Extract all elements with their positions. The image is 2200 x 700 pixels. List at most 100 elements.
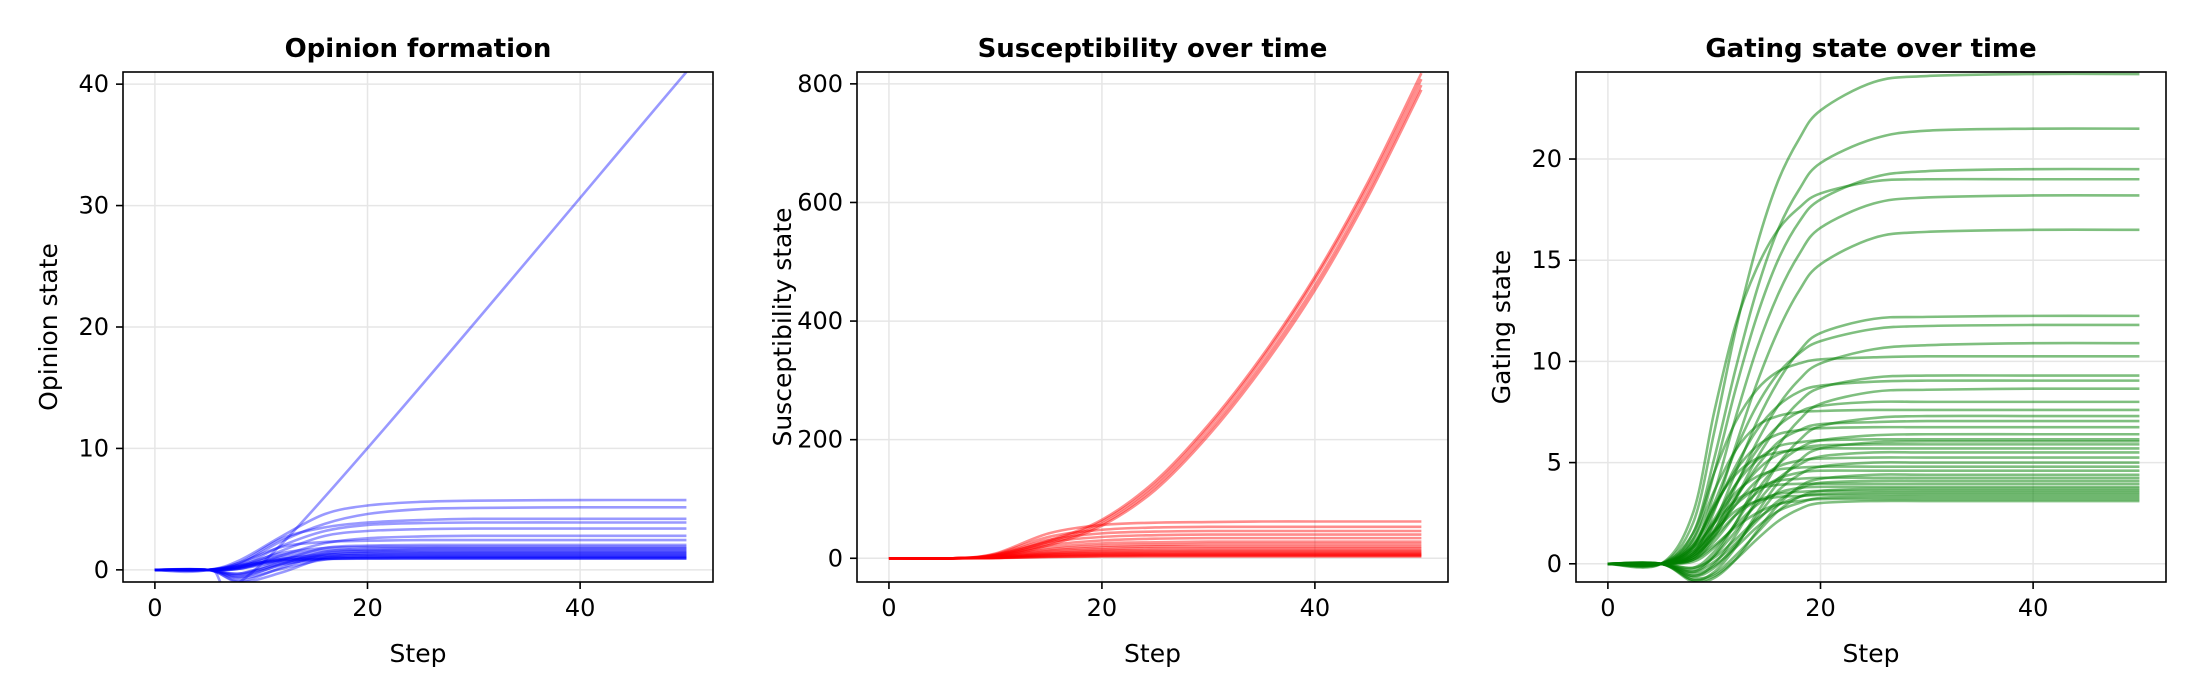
- series-line-30: [1607, 476, 2140, 566]
- series-line-17: [888, 551, 1422, 560]
- x-tick-label: 20: [1805, 594, 1836, 622]
- series-line-5: [888, 520, 1422, 560]
- series-line-37: [1607, 493, 2140, 566]
- series-line-1: [154, 72, 688, 582]
- y-tick-label: 400: [797, 307, 843, 335]
- plot-frame: [1575, 71, 2167, 583]
- y-tick-label: 800: [797, 70, 843, 98]
- series-line-4: [154, 517, 687, 572]
- series-line-7: [154, 534, 687, 572]
- series-line-21: [154, 556, 687, 580]
- series-line-26: [1607, 461, 2140, 578]
- panel-title: Susceptibility over time: [978, 34, 1328, 64]
- series-line-5: [154, 521, 687, 572]
- y-tick-label: 30: [78, 192, 109, 220]
- series-group: [154, 72, 688, 582]
- series-line-23: [154, 557, 687, 575]
- series-line-20: [154, 555, 687, 572]
- panel-title: Gating state over time: [1705, 34, 2036, 64]
- x-tick-label: 0: [881, 594, 896, 622]
- series-line-13: [888, 546, 1422, 560]
- series-line-17: [154, 552, 687, 582]
- series-line-15: [888, 549, 1422, 560]
- series-line-22: [888, 555, 1422, 560]
- series-line-13: [154, 549, 687, 582]
- y-tick-label: 200: [797, 426, 843, 454]
- series-line-38: [1607, 495, 2140, 576]
- series-line-14: [154, 550, 687, 572]
- x-tick-label: 20: [352, 594, 383, 622]
- series-line-15: [154, 551, 687, 577]
- series-line-27: [1607, 465, 2140, 567]
- series-line-1: [888, 72, 1423, 560]
- series-line-4: [888, 89, 1423, 560]
- y-tick-label: 0: [828, 544, 843, 572]
- panel-3: 0 20 40 0 5 10 15 20 Gating state over time Step G…: [1487, 34, 2167, 668]
- y-tick-label: 15: [1531, 246, 1562, 274]
- series-line-10: [888, 540, 1422, 560]
- x-tick-label: 0: [147, 594, 162, 622]
- series-line-3: [154, 505, 687, 572]
- series-line-12: [888, 545, 1422, 560]
- x-tick-label: 20: [1087, 594, 1118, 622]
- series-line-14: [888, 548, 1422, 560]
- series-line-18: [888, 552, 1422, 560]
- y-tick-label: 10: [1531, 347, 1562, 375]
- series-line-7: [888, 529, 1422, 560]
- y-tick-label: 600: [797, 188, 843, 216]
- x-tick-label: 40: [565, 594, 596, 622]
- series-line-19: [888, 553, 1422, 560]
- y-axis-label: Susceptibility state: [768, 207, 797, 446]
- series-line-6: [1607, 228, 2140, 566]
- series-line-4: [1607, 177, 2140, 569]
- y-tick-label: 5: [1547, 449, 1562, 477]
- panel-title: Opinion formation: [285, 34, 552, 64]
- series-line-15: [1607, 408, 2140, 567]
- series-line-3: [888, 84, 1423, 560]
- series-line-24: [1607, 450, 2140, 572]
- series-line-11: [888, 542, 1422, 560]
- series-line-34: [1607, 487, 2140, 580]
- x-axis-label: Step: [1124, 639, 1181, 668]
- series-line-12: [154, 547, 687, 572]
- y-tick-label: 20: [1531, 145, 1562, 173]
- x-tick-label: 0: [1600, 594, 1615, 622]
- y-axis-label: Opinion state: [34, 243, 63, 411]
- series-line-25: [1607, 456, 2140, 566]
- y-tick-label: 0: [1547, 550, 1562, 578]
- series-line-2: [888, 78, 1423, 560]
- series-line-19: [154, 554, 687, 578]
- series-line-1: [1607, 72, 2140, 569]
- series-group: [1607, 72, 2140, 582]
- series-line-11: [154, 546, 687, 579]
- series-line-6: [888, 525, 1422, 560]
- series-line-18: [1607, 425, 2140, 567]
- series-line-18: [154, 553, 687, 572]
- x-tick-label: 40: [1300, 594, 1331, 622]
- series-line-21: [888, 554, 1422, 560]
- series-line-20: [888, 553, 1422, 560]
- x-tick-label: 40: [2018, 594, 2049, 622]
- y-axis-label: Gating state: [1487, 250, 1516, 404]
- y-tick-label: 0: [94, 556, 109, 584]
- series-line-9: [154, 543, 687, 576]
- series-line-39: [1607, 497, 2140, 566]
- series-line-16: [888, 551, 1422, 560]
- series-line-16: [154, 552, 687, 572]
- series-line-22: [154, 556, 687, 572]
- x-axis-label: Step: [390, 639, 447, 668]
- series-line-8: [154, 538, 687, 572]
- panel-1: 0 20 40 0 10 20 30 40 Opinion formation Step Opini…: [34, 34, 714, 668]
- series-line-33: [1607, 485, 2140, 566]
- series-line-2: [154, 498, 687, 572]
- series-line-6: [154, 527, 687, 572]
- series-line-35: [1607, 489, 2140, 566]
- series-line-24: [154, 557, 687, 572]
- series-line-10: [1607, 354, 2140, 568]
- series-line-9: [888, 536, 1422, 560]
- series-line-32: [1607, 482, 2140, 567]
- series-line-23: [1607, 447, 2140, 567]
- plot-frame: [856, 71, 1449, 583]
